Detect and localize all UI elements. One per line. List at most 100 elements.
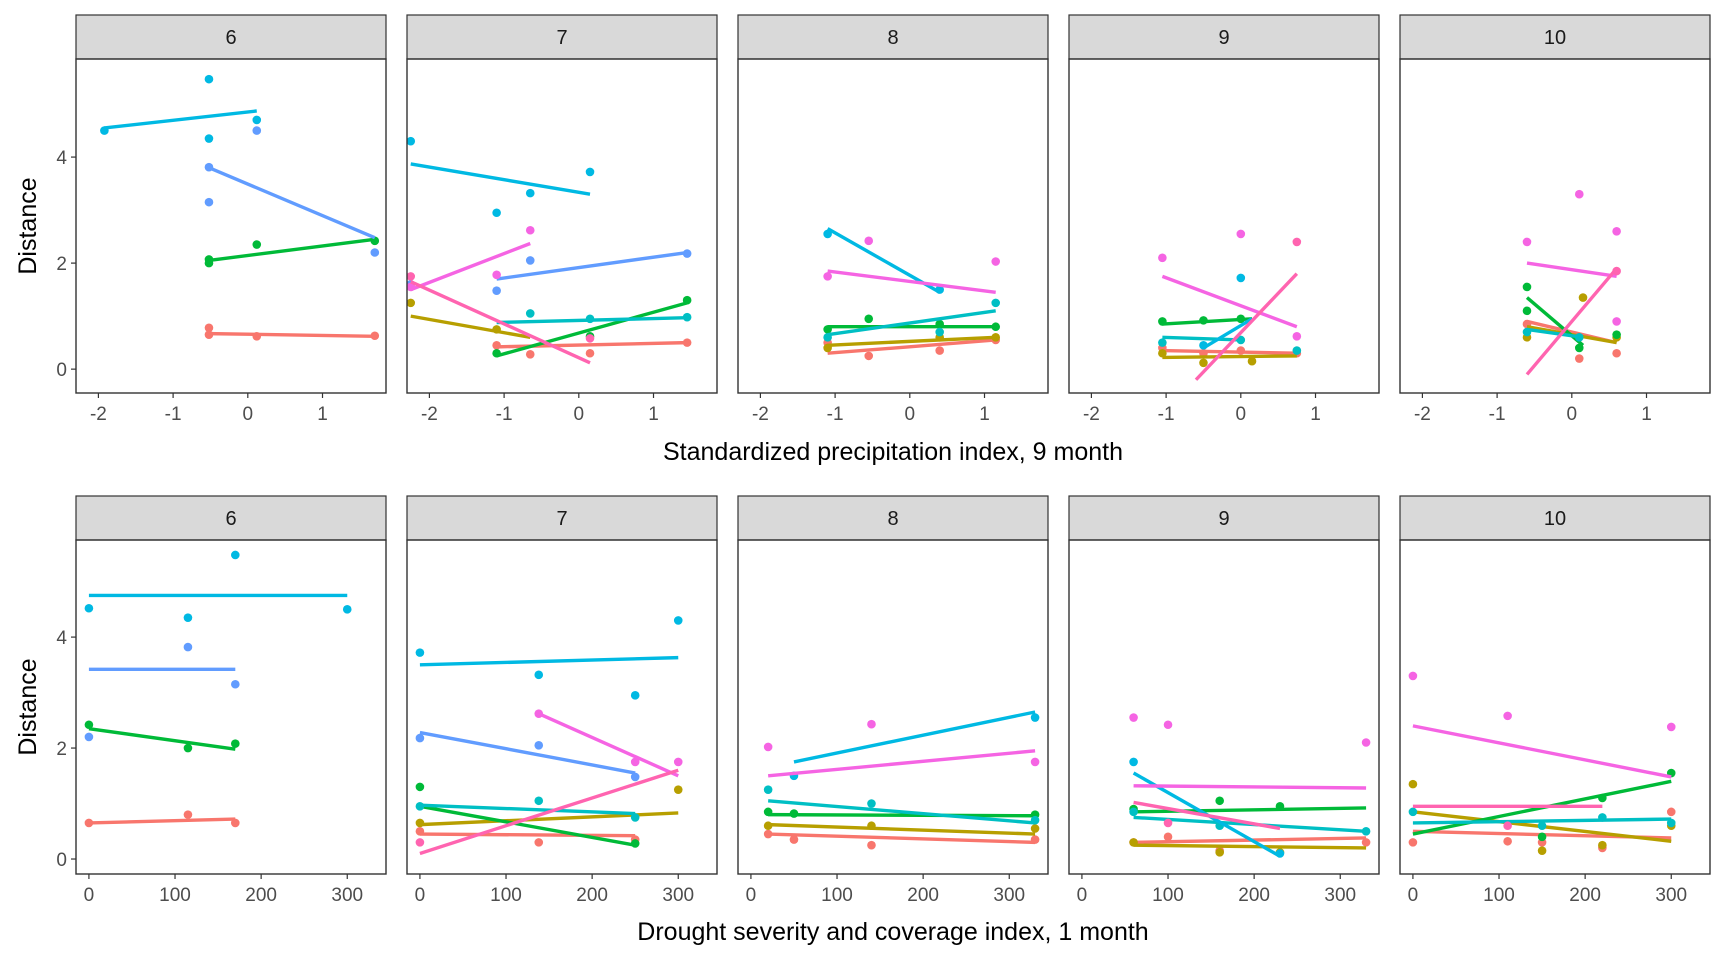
trend-line — [1412, 817, 1672, 825]
facet-data — [1158, 229, 1302, 381]
data-point — [673, 616, 683, 625]
facet-strip-label: 7 — [556, 27, 567, 49]
x-tick-label: -1 — [1158, 404, 1175, 425]
data-point — [1361, 826, 1371, 836]
facet-strip — [1399, 14, 1711, 60]
data-point — [789, 835, 799, 844]
data-point — [1537, 846, 1547, 855]
data-point — [1612, 227, 1621, 236]
data-point — [1574, 354, 1584, 363]
data-point — [1163, 832, 1173, 842]
facet-panel-7: 7 -2 -1 0 1 — [406, 14, 718, 425]
data-point — [867, 840, 876, 850]
data-point — [585, 334, 595, 343]
data-point — [407, 136, 416, 146]
x-tick-label: 100 — [159, 885, 191, 906]
trend-line — [1526, 261, 1617, 279]
data-point — [370, 331, 380, 341]
data-point — [1129, 713, 1138, 722]
x-tick-label: 0 — [1236, 404, 1247, 425]
panel-border — [75, 58, 387, 394]
data-point — [682, 312, 692, 322]
trend-line — [410, 241, 531, 292]
data-point — [370, 236, 380, 246]
data-point — [1236, 335, 1246, 345]
facet-strip-label: 6 — [225, 27, 236, 49]
panel-border — [1068, 539, 1380, 875]
x-tick-label: -2 — [752, 404, 769, 425]
data-point — [1292, 346, 1302, 355]
facet-data — [1522, 189, 1621, 376]
data-point — [407, 282, 416, 292]
data-point — [231, 679, 240, 689]
trend-line — [1202, 317, 1253, 350]
trend-line — [419, 804, 636, 847]
facet-strip-label: 10 — [1544, 27, 1566, 49]
facet-panel-8: 8 -2 -1 0 1 — [737, 14, 1049, 425]
data-point — [1574, 333, 1584, 342]
data-point — [682, 338, 692, 347]
x-tick-label: 0 — [84, 885, 95, 906]
data-point — [763, 821, 773, 831]
panel-border — [737, 58, 1049, 394]
x-tick-label: 300 — [993, 885, 1025, 906]
trend-line — [1194, 272, 1299, 381]
panel-border — [1399, 539, 1711, 875]
data-point — [370, 248, 380, 257]
trend-line — [104, 109, 257, 130]
data-point — [1612, 317, 1621, 326]
y-tick-label: 0 — [56, 360, 67, 381]
data-point — [1158, 253, 1167, 263]
data-point — [1361, 838, 1371, 847]
trend-line — [768, 822, 1036, 836]
trend-line — [827, 338, 996, 355]
trend-line — [1161, 274, 1298, 329]
y-axis: 0 2 4 — [56, 628, 76, 871]
data-point — [630, 839, 640, 848]
x-tick-label: 1 — [1310, 404, 1321, 425]
data-point — [1612, 266, 1621, 276]
data-point — [630, 691, 640, 700]
data-point — [534, 838, 544, 847]
x-tick-label: 300 — [662, 885, 694, 906]
data-point — [823, 272, 832, 281]
x-tick-label: 0 — [574, 404, 585, 425]
data-point — [1537, 821, 1547, 831]
facet-strip-label: 8 — [887, 508, 898, 530]
data-point — [935, 346, 944, 355]
data-point — [1598, 813, 1607, 822]
facet-data — [823, 227, 1001, 361]
trend-line — [827, 269, 996, 294]
x-tick-label: 300 — [331, 885, 363, 906]
x-axis: -2 -1 0 1 — [1414, 393, 1652, 425]
x-axis: 0 100 200 300 — [1077, 874, 1356, 906]
trend-line — [419, 768, 679, 856]
data-point — [1522, 306, 1532, 316]
panel-border — [406, 58, 718, 394]
data-point — [1158, 348, 1167, 358]
trend-line — [1133, 843, 1367, 850]
trend-line — [1162, 335, 1241, 342]
data-point — [1408, 671, 1418, 681]
trend-line — [88, 726, 236, 751]
trend-line — [496, 250, 688, 281]
x-tick-label: 300 — [1324, 885, 1356, 906]
trend-line — [767, 799, 1036, 825]
data-point — [525, 188, 535, 198]
x-tick-label: 1 — [648, 404, 659, 425]
facet-strip — [1068, 495, 1380, 541]
data-point — [100, 126, 109, 135]
data-point — [1574, 343, 1584, 353]
data-point — [525, 256, 535, 265]
data-point — [1612, 348, 1621, 358]
facet-strip — [406, 14, 718, 60]
trend-line — [1133, 806, 1367, 814]
trend-line — [1133, 784, 1367, 790]
data-point — [1503, 711, 1512, 721]
data-point — [1030, 824, 1040, 833]
data-point — [789, 809, 799, 818]
data-point — [991, 257, 1001, 266]
data-point — [492, 325, 501, 334]
data-point — [1503, 836, 1512, 846]
